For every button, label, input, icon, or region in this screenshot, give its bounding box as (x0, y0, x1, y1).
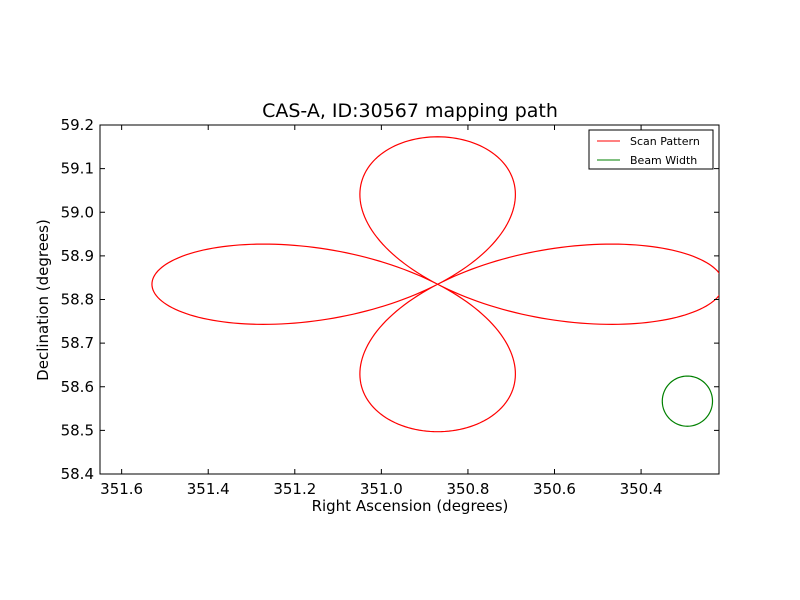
chart-title: CAS-A, ID:30567 mapping path (262, 100, 558, 122)
y-tick-label: 58.9 (61, 247, 94, 265)
x-tick-label: 350.8 (446, 480, 489, 498)
legend: Scan Pattern Beam Width (588, 129, 714, 170)
series-line-scan-pattern (151, 136, 719, 433)
x-tick-label: 350.4 (620, 480, 663, 498)
y-axis-label: Declination (degrees) (34, 219, 52, 381)
y-tick-label: 58.8 (61, 291, 94, 309)
y-tick-label: 59.1 (61, 160, 94, 178)
series-line-beam-width (661, 375, 714, 427)
legend-label-scan-pattern: Scan Pattern (630, 135, 700, 148)
y-tick-label: 58.6 (61, 378, 94, 396)
x-axis-label: Right Ascension (degrees) (312, 497, 509, 515)
x-tick-label: 350.6 (533, 480, 576, 498)
legend-label-beam-width: Beam Width (630, 154, 697, 167)
y-tick-label: 58.7 (61, 334, 94, 352)
legend-box (588, 129, 714, 170)
y-tick-label: 58.5 (61, 421, 94, 439)
y-tick-label: 58.4 (61, 465, 94, 483)
x-tick-label: 351.6 (100, 480, 143, 498)
x-tick-label: 351.2 (273, 480, 316, 498)
y-tick-label: 59.2 (61, 116, 94, 134)
x-tick-label: 351.4 (187, 480, 230, 498)
y-tick-label: 59.0 (61, 203, 94, 221)
x-tick-label: 351.0 (360, 480, 403, 498)
plot-area (151, 136, 719, 433)
x-axis: 351.6 351.4 351.2 351.0 350.8 350.6 350.4 (100, 125, 663, 498)
y-axis: 58.4 58.5 58.6 58.7 58.8 58.9 59.0 59.1 59.2 (61, 116, 719, 483)
